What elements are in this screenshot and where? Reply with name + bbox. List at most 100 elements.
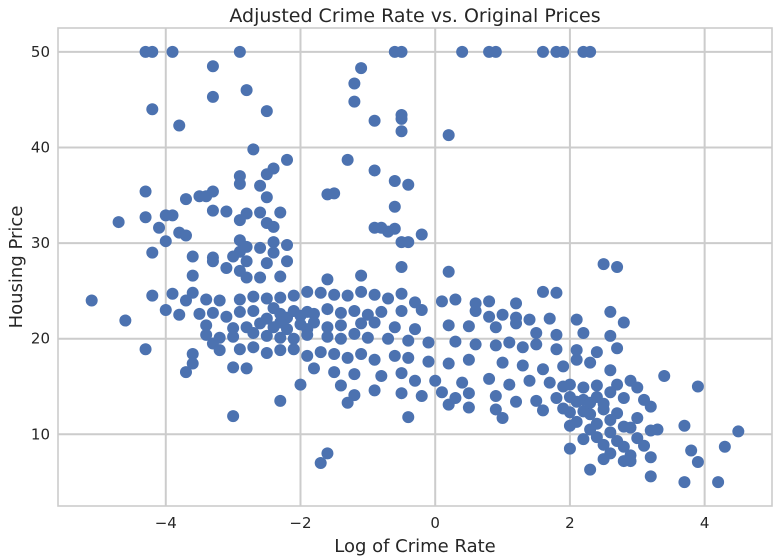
data-point bbox=[227, 410, 240, 423]
data-point bbox=[489, 339, 502, 352]
data-point bbox=[159, 235, 172, 248]
data-point bbox=[496, 356, 509, 369]
data-point bbox=[402, 411, 415, 424]
data-point bbox=[294, 378, 307, 391]
data-point bbox=[617, 316, 630, 329]
data-point bbox=[604, 364, 617, 377]
data-point bbox=[435, 295, 448, 308]
data-point bbox=[577, 326, 590, 339]
data-point bbox=[227, 322, 240, 335]
data-point bbox=[402, 236, 415, 249]
data-point bbox=[321, 321, 334, 334]
data-point bbox=[240, 362, 253, 375]
data-point bbox=[382, 292, 395, 305]
tick-labels: −4 −2 0 2 4 10 20 30 40 50 bbox=[31, 43, 710, 532]
data-point bbox=[435, 386, 448, 399]
data-point bbox=[449, 293, 462, 306]
data-point bbox=[314, 346, 327, 359]
data-point bbox=[247, 341, 260, 354]
data-point bbox=[530, 326, 543, 339]
data-point bbox=[254, 317, 267, 330]
data-point bbox=[186, 357, 199, 370]
data-point bbox=[254, 206, 267, 219]
data-point bbox=[206, 90, 219, 103]
data-point bbox=[281, 323, 294, 336]
grid-lines bbox=[58, 28, 772, 506]
data-point bbox=[287, 343, 300, 356]
data-point bbox=[247, 326, 260, 339]
data-point bbox=[287, 289, 300, 302]
data-point bbox=[146, 289, 159, 302]
data-point bbox=[550, 343, 563, 356]
data-point bbox=[456, 376, 469, 389]
y-tick-label: 20 bbox=[31, 330, 50, 348]
data-point bbox=[496, 412, 509, 425]
data-point bbox=[355, 285, 368, 298]
data-point bbox=[274, 394, 287, 407]
data-point bbox=[557, 45, 570, 58]
data-point bbox=[462, 353, 475, 366]
data-point bbox=[388, 349, 401, 362]
data-point bbox=[254, 241, 267, 254]
data-point bbox=[173, 308, 186, 321]
x-tick-label: 2 bbox=[565, 514, 575, 532]
data-point bbox=[523, 374, 536, 387]
data-point bbox=[206, 204, 219, 217]
data-point bbox=[334, 379, 347, 392]
data-point bbox=[590, 379, 603, 392]
data-point bbox=[233, 214, 246, 227]
data-point bbox=[233, 305, 246, 318]
data-point bbox=[334, 306, 347, 319]
data-point bbox=[139, 185, 152, 198]
data-point bbox=[301, 285, 314, 298]
data-point bbox=[179, 366, 192, 379]
data-point bbox=[227, 330, 240, 343]
data-point bbox=[368, 316, 381, 329]
data-point bbox=[321, 188, 334, 201]
data-point bbox=[691, 456, 704, 469]
data-point bbox=[227, 250, 240, 263]
data-point bbox=[355, 347, 368, 360]
data-point bbox=[247, 290, 260, 303]
plot-frame bbox=[57, 27, 773, 507]
data-point bbox=[260, 168, 273, 181]
data-point bbox=[260, 257, 273, 270]
data-point bbox=[159, 304, 172, 317]
data-point bbox=[536, 404, 549, 417]
data-point bbox=[281, 153, 294, 166]
data-point bbox=[321, 447, 334, 460]
data-point bbox=[395, 287, 408, 300]
data-point bbox=[240, 271, 253, 284]
data-point bbox=[483, 310, 496, 323]
data-point bbox=[85, 294, 98, 307]
data-point bbox=[355, 62, 368, 75]
data-point bbox=[510, 317, 523, 330]
data-point bbox=[254, 179, 267, 192]
data-point bbox=[179, 294, 192, 307]
data-point bbox=[395, 261, 408, 273]
data-point bbox=[644, 451, 657, 464]
data-point bbox=[166, 45, 179, 58]
data-point bbox=[577, 381, 590, 394]
data-point bbox=[206, 306, 219, 319]
data-point bbox=[274, 270, 287, 283]
data-point bbox=[301, 349, 314, 362]
data-point bbox=[139, 343, 152, 356]
data-point bbox=[314, 286, 327, 299]
data-point bbox=[456, 45, 469, 58]
data-point bbox=[240, 255, 253, 268]
data-point bbox=[186, 269, 199, 282]
data-point bbox=[563, 378, 576, 391]
x-tick-label: 4 bbox=[700, 514, 710, 532]
data-point bbox=[348, 95, 361, 108]
data-point bbox=[166, 209, 179, 222]
data-point bbox=[388, 321, 401, 334]
chart-title: Adjusted Crime Rate vs. Original Prices bbox=[229, 5, 600, 27]
data-point bbox=[597, 438, 610, 451]
data-point bbox=[301, 328, 314, 341]
data-point bbox=[368, 164, 381, 177]
data-point bbox=[355, 317, 368, 330]
data-point bbox=[503, 378, 516, 391]
data-point bbox=[341, 153, 354, 166]
data-point bbox=[112, 216, 125, 229]
